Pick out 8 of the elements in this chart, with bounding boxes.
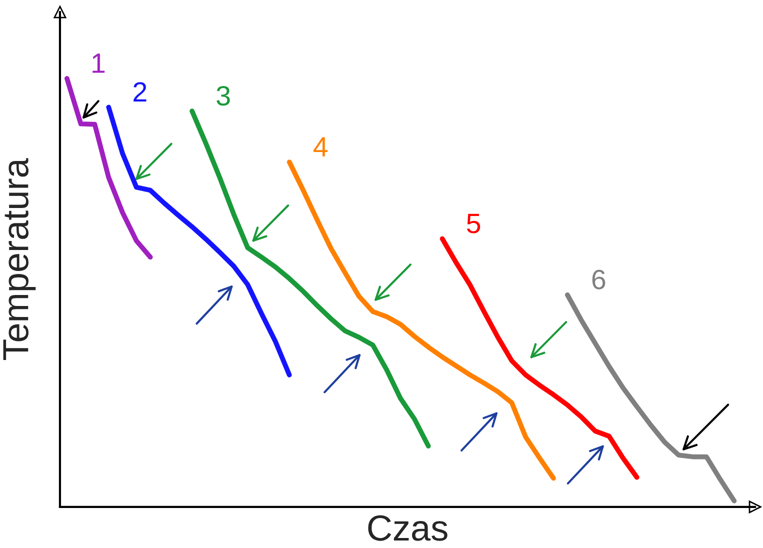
series-label: 3	[216, 86, 230, 106]
series-label: 5	[466, 214, 480, 234]
y-axis-title: Temperatura	[3, 158, 36, 360]
series-label: 6	[592, 270, 606, 290]
x-axis-title: Czas	[368, 515, 448, 541]
series-label: 1	[92, 54, 105, 73]
series-label: 2	[134, 82, 146, 102]
series-label: 4	[314, 137, 328, 156]
